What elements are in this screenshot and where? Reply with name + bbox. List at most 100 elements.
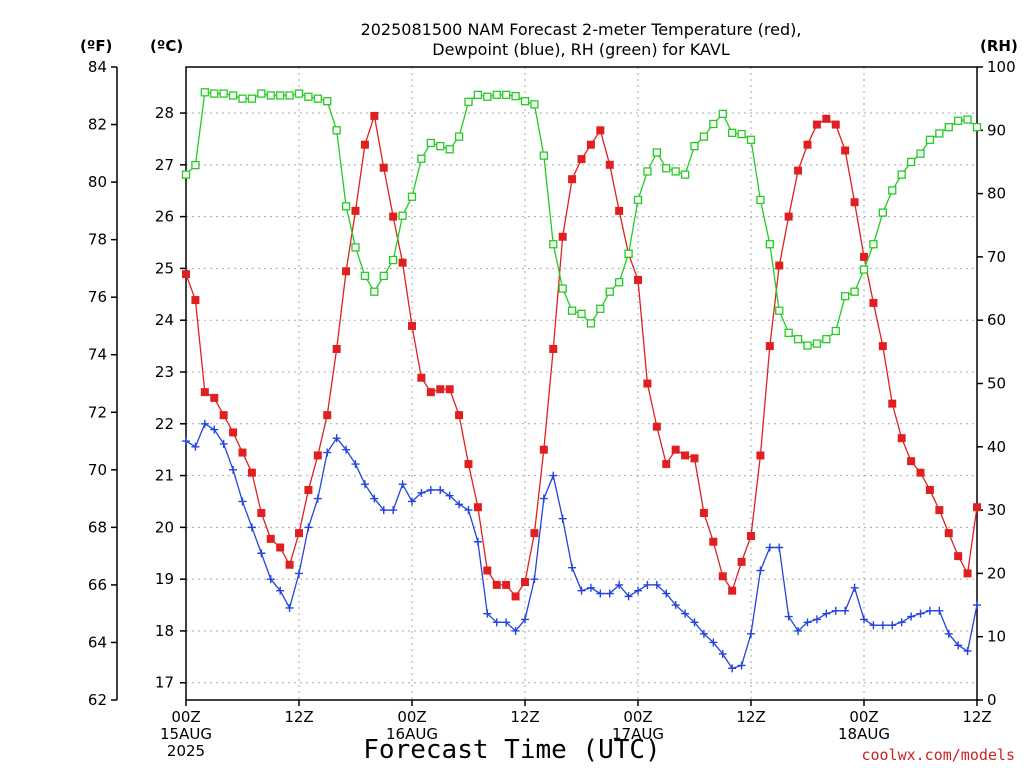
temperature-point — [200, 388, 209, 397]
dewpoint-point — [473, 537, 482, 546]
rh-tick-label: 30 — [987, 501, 1006, 519]
temperature-point — [229, 428, 238, 437]
dewpoint-point — [323, 448, 332, 457]
dewpoint-point — [351, 460, 360, 469]
temperature-point — [671, 445, 680, 454]
dewpoint-point — [634, 586, 642, 595]
rh-point — [257, 89, 266, 98]
temperature-point — [643, 379, 652, 388]
dewpoint-point — [690, 618, 699, 627]
rh-point — [379, 271, 388, 281]
temperature-point — [973, 503, 981, 512]
temperature-point — [709, 537, 718, 546]
temperature-point — [831, 120, 840, 129]
rh-tick-label: 0 — [987, 691, 997, 709]
rh-point — [878, 208, 887, 217]
temperature-point — [803, 140, 812, 149]
celsius-tick-label: 23 — [155, 363, 174, 381]
dewpoint-point — [709, 638, 718, 647]
fahrenheit-tick-label: 76 — [88, 288, 107, 306]
dewpoint-point — [897, 618, 906, 627]
temperature-point — [850, 198, 859, 207]
rh-point — [219, 89, 228, 98]
temperature-point — [652, 422, 661, 431]
celsius-tick-label: 22 — [155, 415, 174, 433]
dewpoint-point — [925, 606, 934, 615]
rh-point — [633, 195, 643, 205]
dewpoint-point — [332, 434, 341, 443]
temperature-point — [539, 445, 548, 454]
x-tick-label: 00Z — [849, 708, 878, 726]
temperature-point — [888, 399, 897, 408]
temperature-point — [568, 175, 577, 184]
temperature-point — [266, 534, 275, 543]
rh-point — [520, 97, 530, 106]
dewpoint-point — [756, 566, 765, 575]
dewpoint-point — [276, 586, 285, 595]
dewpoint-point — [398, 480, 407, 489]
dewpoint-point — [699, 629, 708, 638]
rh-point — [671, 167, 680, 176]
dewpoint-point — [963, 647, 972, 656]
dewpoint-point — [426, 485, 435, 494]
rh-point — [963, 115, 972, 124]
rh-point — [276, 91, 285, 100]
rh-point — [605, 287, 614, 296]
temperature-point — [860, 252, 868, 261]
dewpoint-point — [285, 603, 294, 612]
rh-point — [690, 141, 699, 151]
rh-point — [323, 97, 332, 106]
axes: 62 64 66 68 70 72 74 76 78 80 82 84 17 18 19 20 21 22 23 24… — [88, 58, 1016, 709]
fahrenheit-tick-label: 82 — [88, 116, 107, 134]
temperature-point — [426, 388, 435, 397]
rh-point — [464, 97, 473, 106]
temperature-point — [492, 580, 501, 589]
temperature-point — [737, 557, 746, 566]
rh-point — [181, 170, 191, 179]
rh-point — [906, 157, 916, 167]
fahrenheit-tick-label: 62 — [88, 691, 107, 709]
temperature-point — [681, 451, 690, 460]
dewpoint-point — [379, 506, 388, 515]
temperature-point — [351, 206, 360, 215]
temperature-point — [483, 566, 492, 575]
rh-point — [699, 132, 709, 141]
dewpoint-point — [577, 586, 586, 595]
temperature-point — [794, 166, 803, 175]
temperature-point — [558, 232, 567, 241]
fahrenheit-tick-label: 66 — [88, 576, 107, 594]
rh-point — [972, 122, 982, 132]
x-tick-label: 15AUG — [160, 725, 212, 743]
dewpoint-point — [954, 641, 963, 650]
x-tick-label: 12Z — [736, 708, 765, 726]
rh-point — [737, 129, 746, 139]
temperature-point — [342, 267, 351, 276]
temperature-point — [191, 296, 200, 305]
temperature-point — [408, 321, 416, 330]
dewpoint-point — [370, 494, 379, 503]
rh-tick-label: 10 — [987, 628, 1006, 646]
temperature-point — [944, 529, 953, 538]
temperature-point — [784, 212, 793, 221]
dewpoint-point — [229, 465, 238, 474]
dewpoint-point — [389, 506, 398, 515]
rh-point — [285, 91, 294, 100]
dewpoint-point — [445, 491, 454, 500]
rh-tick-label: 70 — [987, 248, 1006, 266]
celsius-tick-label: 21 — [155, 467, 174, 485]
rh-point — [728, 128, 737, 137]
dewpoint-point — [511, 626, 520, 635]
rh-point — [784, 328, 793, 338]
rh-point — [812, 339, 822, 348]
temperature-point — [455, 411, 464, 420]
temperature-point — [925, 485, 934, 494]
temperature-point — [379, 163, 388, 172]
fahrenheit-tick-label: 70 — [88, 461, 107, 479]
temperature-point — [182, 270, 190, 279]
temperature-point — [747, 531, 755, 540]
dewpoint-point — [295, 569, 303, 578]
dewpoint-point — [718, 649, 727, 658]
x-tick-label: 12Z — [962, 708, 991, 726]
dewpoint-point — [681, 609, 690, 618]
dewpoint-point — [643, 580, 652, 589]
